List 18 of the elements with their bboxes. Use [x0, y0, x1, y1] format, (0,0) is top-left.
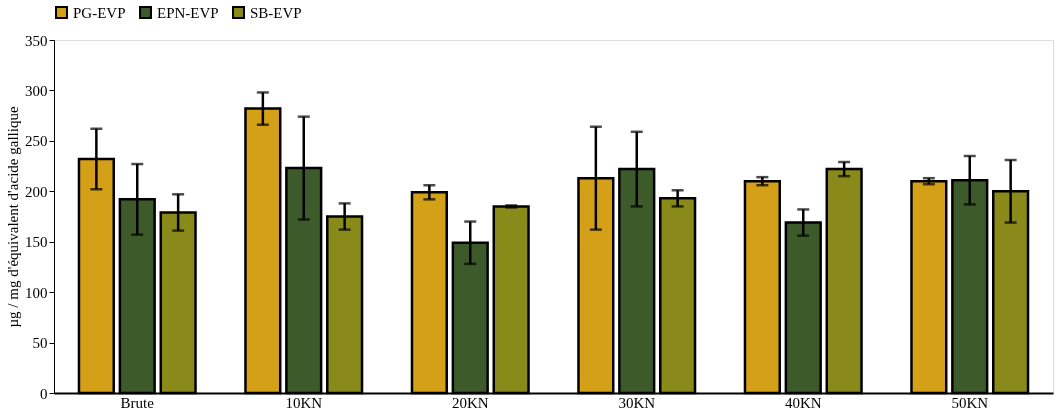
y-tick-label: 50 — [32, 335, 48, 352]
legend-label: PG-EVP — [73, 4, 126, 21]
y-tick-label: 200 — [25, 183, 48, 200]
x-tick-label: 40KN — [784, 394, 822, 411]
y-tick-label: 0 — [40, 385, 48, 402]
y-tick-label: 300 — [25, 82, 48, 99]
y-tick-label: 350 — [25, 32, 48, 49]
y-tick-label: 150 — [25, 234, 48, 251]
y-tick-label: 100 — [25, 284, 48, 301]
x-tick-label: 10KN — [285, 394, 323, 411]
x-tick-label: 20KN — [451, 394, 489, 411]
y-axis-title: µg / mg d'équivalent d'acide gallique — [5, 106, 21, 328]
legend-label: EPN-EVP — [157, 4, 219, 21]
x-tick-label: 50KN — [951, 394, 989, 411]
x-tick-label: 30KN — [618, 394, 656, 411]
legend-label: SB-EVP — [250, 4, 302, 21]
x-tick-label: Brute — [120, 394, 155, 411]
y-tick-label: 250 — [25, 133, 48, 150]
